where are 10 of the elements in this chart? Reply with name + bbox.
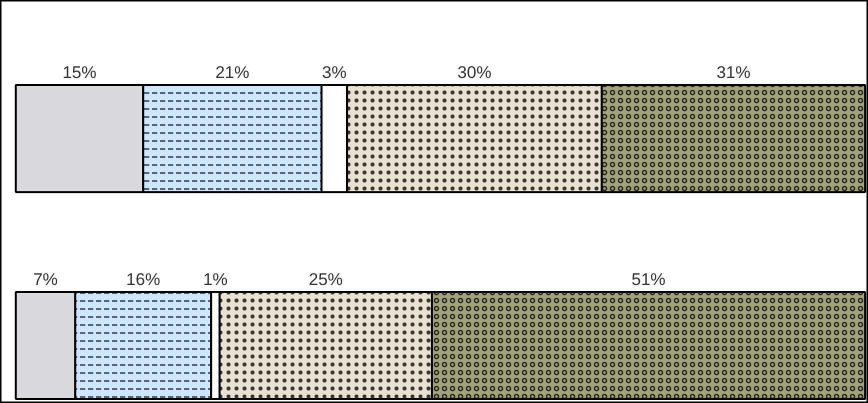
data-label: 31% (716, 62, 750, 82)
data-label: 7% (33, 270, 58, 289)
data-label: 3% (322, 62, 347, 82)
data-label: 21% (215, 62, 250, 82)
data-label: 51% (632, 270, 666, 289)
data-label: 30% (457, 62, 492, 82)
data-label: 15% (62, 62, 97, 82)
data-label: 16% (126, 270, 160, 289)
data-label: 1% (203, 270, 228, 289)
data-label: 25% (308, 270, 343, 289)
